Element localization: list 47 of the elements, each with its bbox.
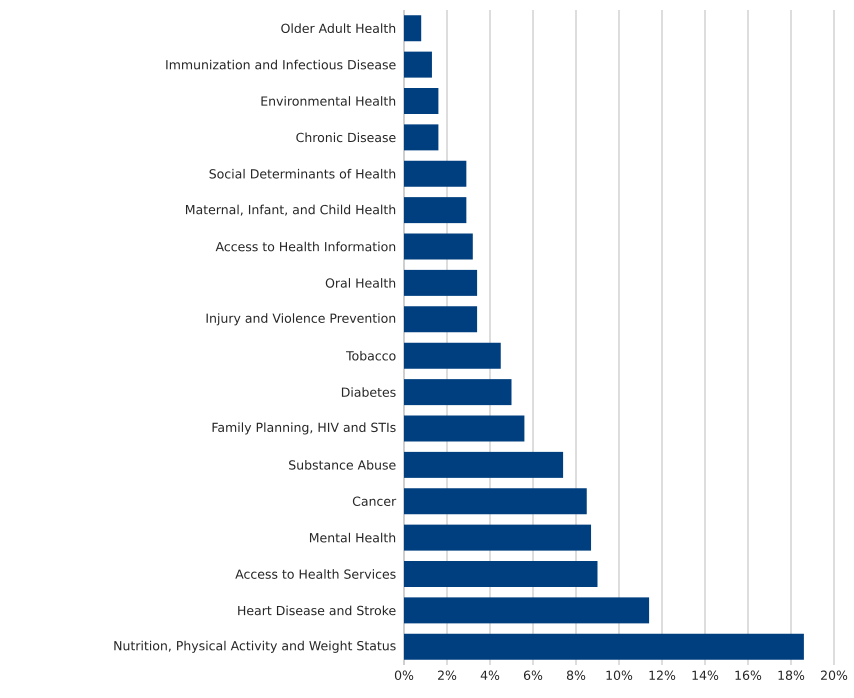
bar <box>404 15 422 42</box>
y-tick-label: Heart Disease and Stroke <box>238 606 396 616</box>
x-tick-label: 0% <box>394 670 414 680</box>
bar <box>404 379 512 406</box>
y-tick-label: Access to Health Information <box>216 242 396 252</box>
bar <box>404 342 501 369</box>
bar <box>404 452 564 478</box>
y-tick-label: Injury and Violence Prevention <box>206 313 396 326</box>
y-tick-label: Substance Abuse <box>289 460 396 470</box>
bar <box>404 160 466 187</box>
bar <box>404 597 650 624</box>
bar <box>404 124 438 150</box>
y-tick-label: Social Determinants of Health <box>210 168 396 179</box>
bar <box>404 88 438 114</box>
x-tick-label: 12% <box>649 670 676 680</box>
x-tick-label: 4% <box>480 670 500 680</box>
y-tick-label: Mental Health <box>310 532 396 542</box>
x-tick-label: 20% <box>821 670 848 680</box>
y-tick-label: Environmental Health <box>261 96 396 106</box>
y-tick-label: Chronic Disease <box>296 132 396 142</box>
y-tick-label: Cancer <box>352 496 396 506</box>
bar <box>404 234 473 260</box>
x-tick-label: 10% <box>606 670 632 680</box>
y-tick-label: Older Adult Health <box>281 23 396 34</box>
y-tick-label: Family Planning, HIV and STIs <box>212 422 396 435</box>
x-tick-label: 2% <box>438 670 456 680</box>
bar <box>404 52 432 78</box>
x-tick-label: 16% <box>735 670 762 680</box>
x-tick-label: 14% <box>692 670 718 680</box>
y-tick-label: Tobacco <box>346 350 396 361</box>
bar <box>404 634 804 660</box>
y-tick-label: Oral Health <box>326 278 396 288</box>
x-tick-label: 6% <box>524 670 542 680</box>
x-tick-label: 8% <box>566 670 586 680</box>
bar <box>404 561 598 588</box>
bar <box>404 197 466 224</box>
y-tick-label: Diabetes <box>342 387 396 397</box>
y-tick-label: Nutrition, Physical Activity and Weight Status <box>114 640 396 653</box>
bar <box>404 306 478 332</box>
bar <box>404 524 592 551</box>
x-tick-label: 18% <box>778 670 804 680</box>
y-tick-label: Access to Health Services <box>235 569 396 579</box>
bar <box>404 488 587 514</box>
bar <box>404 415 524 442</box>
y-tick-label: Immunization and Infectious Disease <box>166 60 396 70</box>
bar <box>404 270 478 296</box>
y-tick-label: Maternal, Infant, and Child Health <box>186 204 396 216</box>
